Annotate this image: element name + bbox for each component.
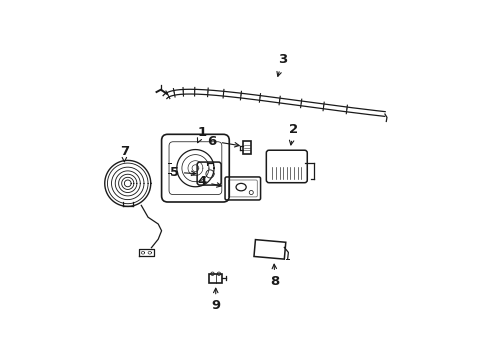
Text: 9: 9 xyxy=(211,288,220,312)
Bar xyxy=(209,274,222,283)
Text: 7: 7 xyxy=(120,145,129,162)
Text: 3: 3 xyxy=(276,53,287,76)
Text: 1: 1 xyxy=(197,126,206,143)
Bar xyxy=(243,141,250,154)
Text: 5: 5 xyxy=(169,166,195,179)
Text: 6: 6 xyxy=(207,135,239,148)
Text: 2: 2 xyxy=(288,123,298,145)
Text: 4: 4 xyxy=(197,175,221,188)
Text: 8: 8 xyxy=(270,264,279,288)
